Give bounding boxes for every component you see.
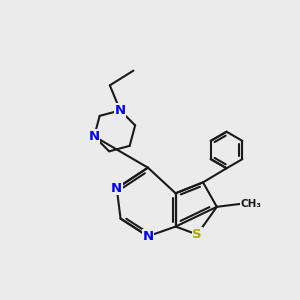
Text: N: N [88, 130, 100, 143]
Text: N: N [115, 104, 126, 117]
Text: CH₃: CH₃ [240, 199, 261, 209]
Text: N: N [142, 230, 154, 243]
Text: S: S [192, 228, 202, 241]
Text: N: N [111, 182, 122, 195]
